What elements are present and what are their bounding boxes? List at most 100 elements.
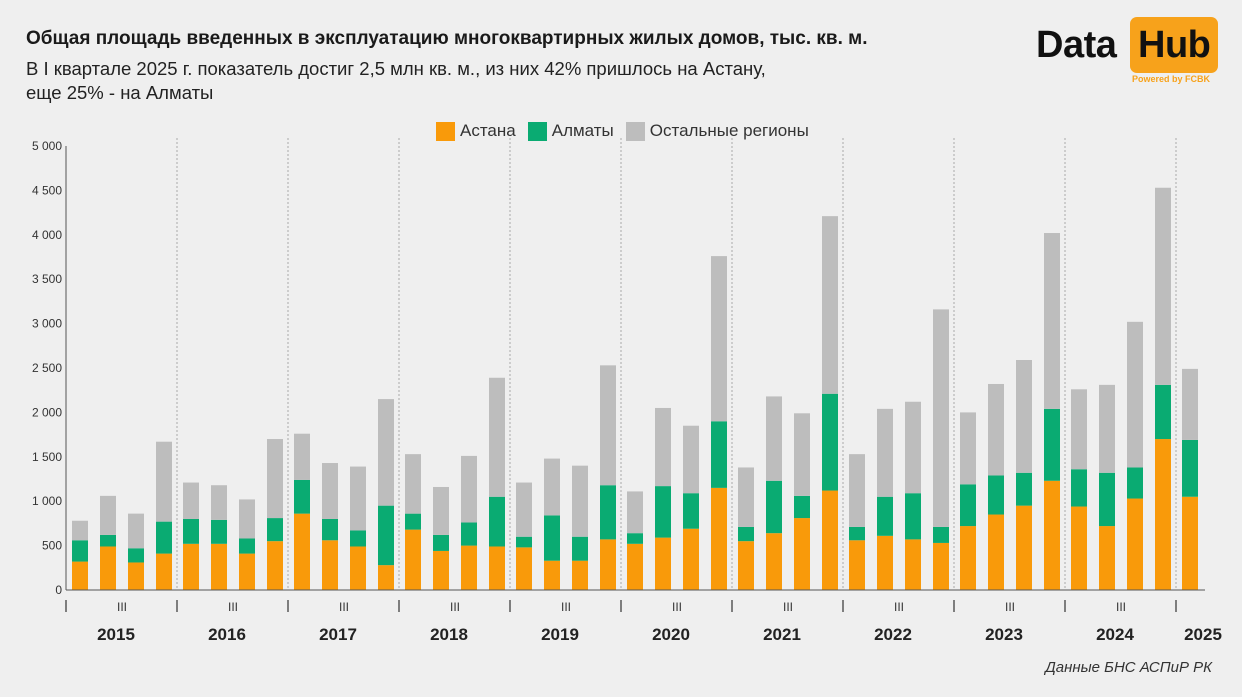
bar-almaty: [72, 540, 88, 562]
bar-astana: [322, 540, 338, 590]
bar-astana: [905, 539, 921, 590]
bar-astana: [128, 562, 144, 590]
bar-astana: [683, 528, 699, 590]
quarter-label: III: [117, 600, 127, 614]
bar-other: [1071, 389, 1087, 470]
bar-astana: [1127, 498, 1143, 590]
bar-other: [128, 513, 144, 549]
bar-other: [516, 482, 532, 537]
bar-astana: [960, 526, 976, 590]
bar-astana: [600, 539, 616, 590]
bar-other: [627, 491, 643, 534]
year-label: 2015: [97, 625, 135, 644]
bar-astana: [72, 561, 88, 590]
bar-other: [1044, 233, 1060, 409]
bar-other: [1182, 368, 1198, 440]
bar-astana: [350, 546, 366, 590]
bar-almaty: [100, 534, 116, 547]
year-label: 2023: [985, 625, 1023, 644]
bar-other: [1099, 384, 1115, 473]
y-tick-label: 4 500: [32, 183, 62, 197]
bar-other: [350, 466, 366, 531]
bar-astana: [1044, 480, 1060, 590]
bar-other: [183, 482, 199, 519]
bar-almaty: [378, 505, 394, 566]
bar-other: [544, 458, 560, 516]
logo-word-hub: Hub: [1138, 24, 1211, 66]
y-tick-label: 3 000: [32, 317, 62, 331]
legend-swatch-other: [625, 121, 645, 141]
chart-legend: Астана Алматы Остальные регионы: [436, 120, 821, 142]
bar-almaty: [572, 536, 588, 561]
bar-astana: [516, 547, 532, 590]
bar-astana: [267, 541, 283, 590]
bar-almaty: [267, 518, 283, 542]
bar-astana: [489, 546, 505, 590]
bar-other: [72, 520, 88, 541]
year-label: 2020: [652, 625, 690, 644]
y-tick-label: 2 000: [32, 405, 62, 419]
bar-almaty: [211, 519, 227, 544]
year-label: 2022: [874, 625, 912, 644]
bar-almaty: [433, 534, 449, 551]
bar-astana: [572, 560, 588, 590]
quarter-label: III: [894, 600, 904, 614]
bar-other: [294, 433, 310, 480]
year-label: 2019: [541, 625, 579, 644]
bar-other: [100, 495, 116, 535]
quarter-label: III: [1005, 600, 1015, 614]
legend-label-almaty: Алматы: [551, 121, 614, 140]
subtitle-line-2: еще 25% - на Алматы: [26, 82, 214, 103]
bar-astana: [1071, 506, 1087, 590]
bar-almaty: [933, 526, 949, 543]
bar-almaty: [766, 480, 782, 534]
quarter-label: III: [1116, 600, 1126, 614]
logo-word-data: Data: [1036, 24, 1117, 66]
bar-other: [711, 256, 727, 422]
y-tick-label: 4 000: [32, 228, 62, 242]
bar-almaty: [1016, 472, 1032, 506]
bar-other: [322, 463, 338, 519]
y-tick-label: 500: [42, 539, 62, 553]
bar-astana: [627, 543, 643, 590]
bar-astana: [211, 543, 227, 590]
bar-almaty: [294, 479, 310, 514]
bar-almaty: [822, 393, 838, 491]
bar-astana: [655, 537, 671, 590]
legend-swatch-astana: [436, 121, 455, 141]
quarter-label: III: [339, 600, 349, 614]
bar-almaty: [738, 526, 754, 542]
bar-almaty: [405, 513, 421, 530]
bar-other: [600, 365, 616, 486]
bar-other: [683, 425, 699, 494]
year-label: 2016: [208, 625, 246, 644]
bar-almaty: [1071, 469, 1087, 507]
y-tick-label: 3 500: [32, 272, 62, 286]
y-tick-label: 1 500: [32, 450, 62, 464]
bar-astana: [156, 553, 172, 590]
subtitle-line-1: В I квартале 2025 г. показатель достиг 2…: [26, 58, 766, 79]
quarter-label: III: [672, 600, 682, 614]
bar-almaty: [183, 518, 199, 544]
bar-almaty: [627, 533, 643, 544]
y-tick-label: 1 000: [32, 494, 62, 508]
year-label: 2024: [1096, 625, 1134, 644]
bar-astana: [822, 490, 838, 590]
bar-almaty: [600, 485, 616, 540]
bar-almaty: [960, 484, 976, 527]
bar-other: [988, 383, 1004, 476]
bar-other: [1016, 360, 1032, 473]
bar-other: [461, 455, 477, 523]
bar-other: [489, 377, 505, 497]
bar-other: [822, 216, 838, 394]
bar-other: [405, 454, 421, 514]
bar-astana: [1016, 505, 1032, 590]
bar-almaty: [239, 538, 255, 554]
bar-almaty: [988, 475, 1004, 515]
bar-astana: [294, 513, 310, 590]
bar-astana: [1099, 526, 1115, 590]
bar-other: [877, 408, 893, 497]
bar-other: [905, 401, 921, 494]
legend-item-almaty: Алматы: [527, 121, 614, 141]
